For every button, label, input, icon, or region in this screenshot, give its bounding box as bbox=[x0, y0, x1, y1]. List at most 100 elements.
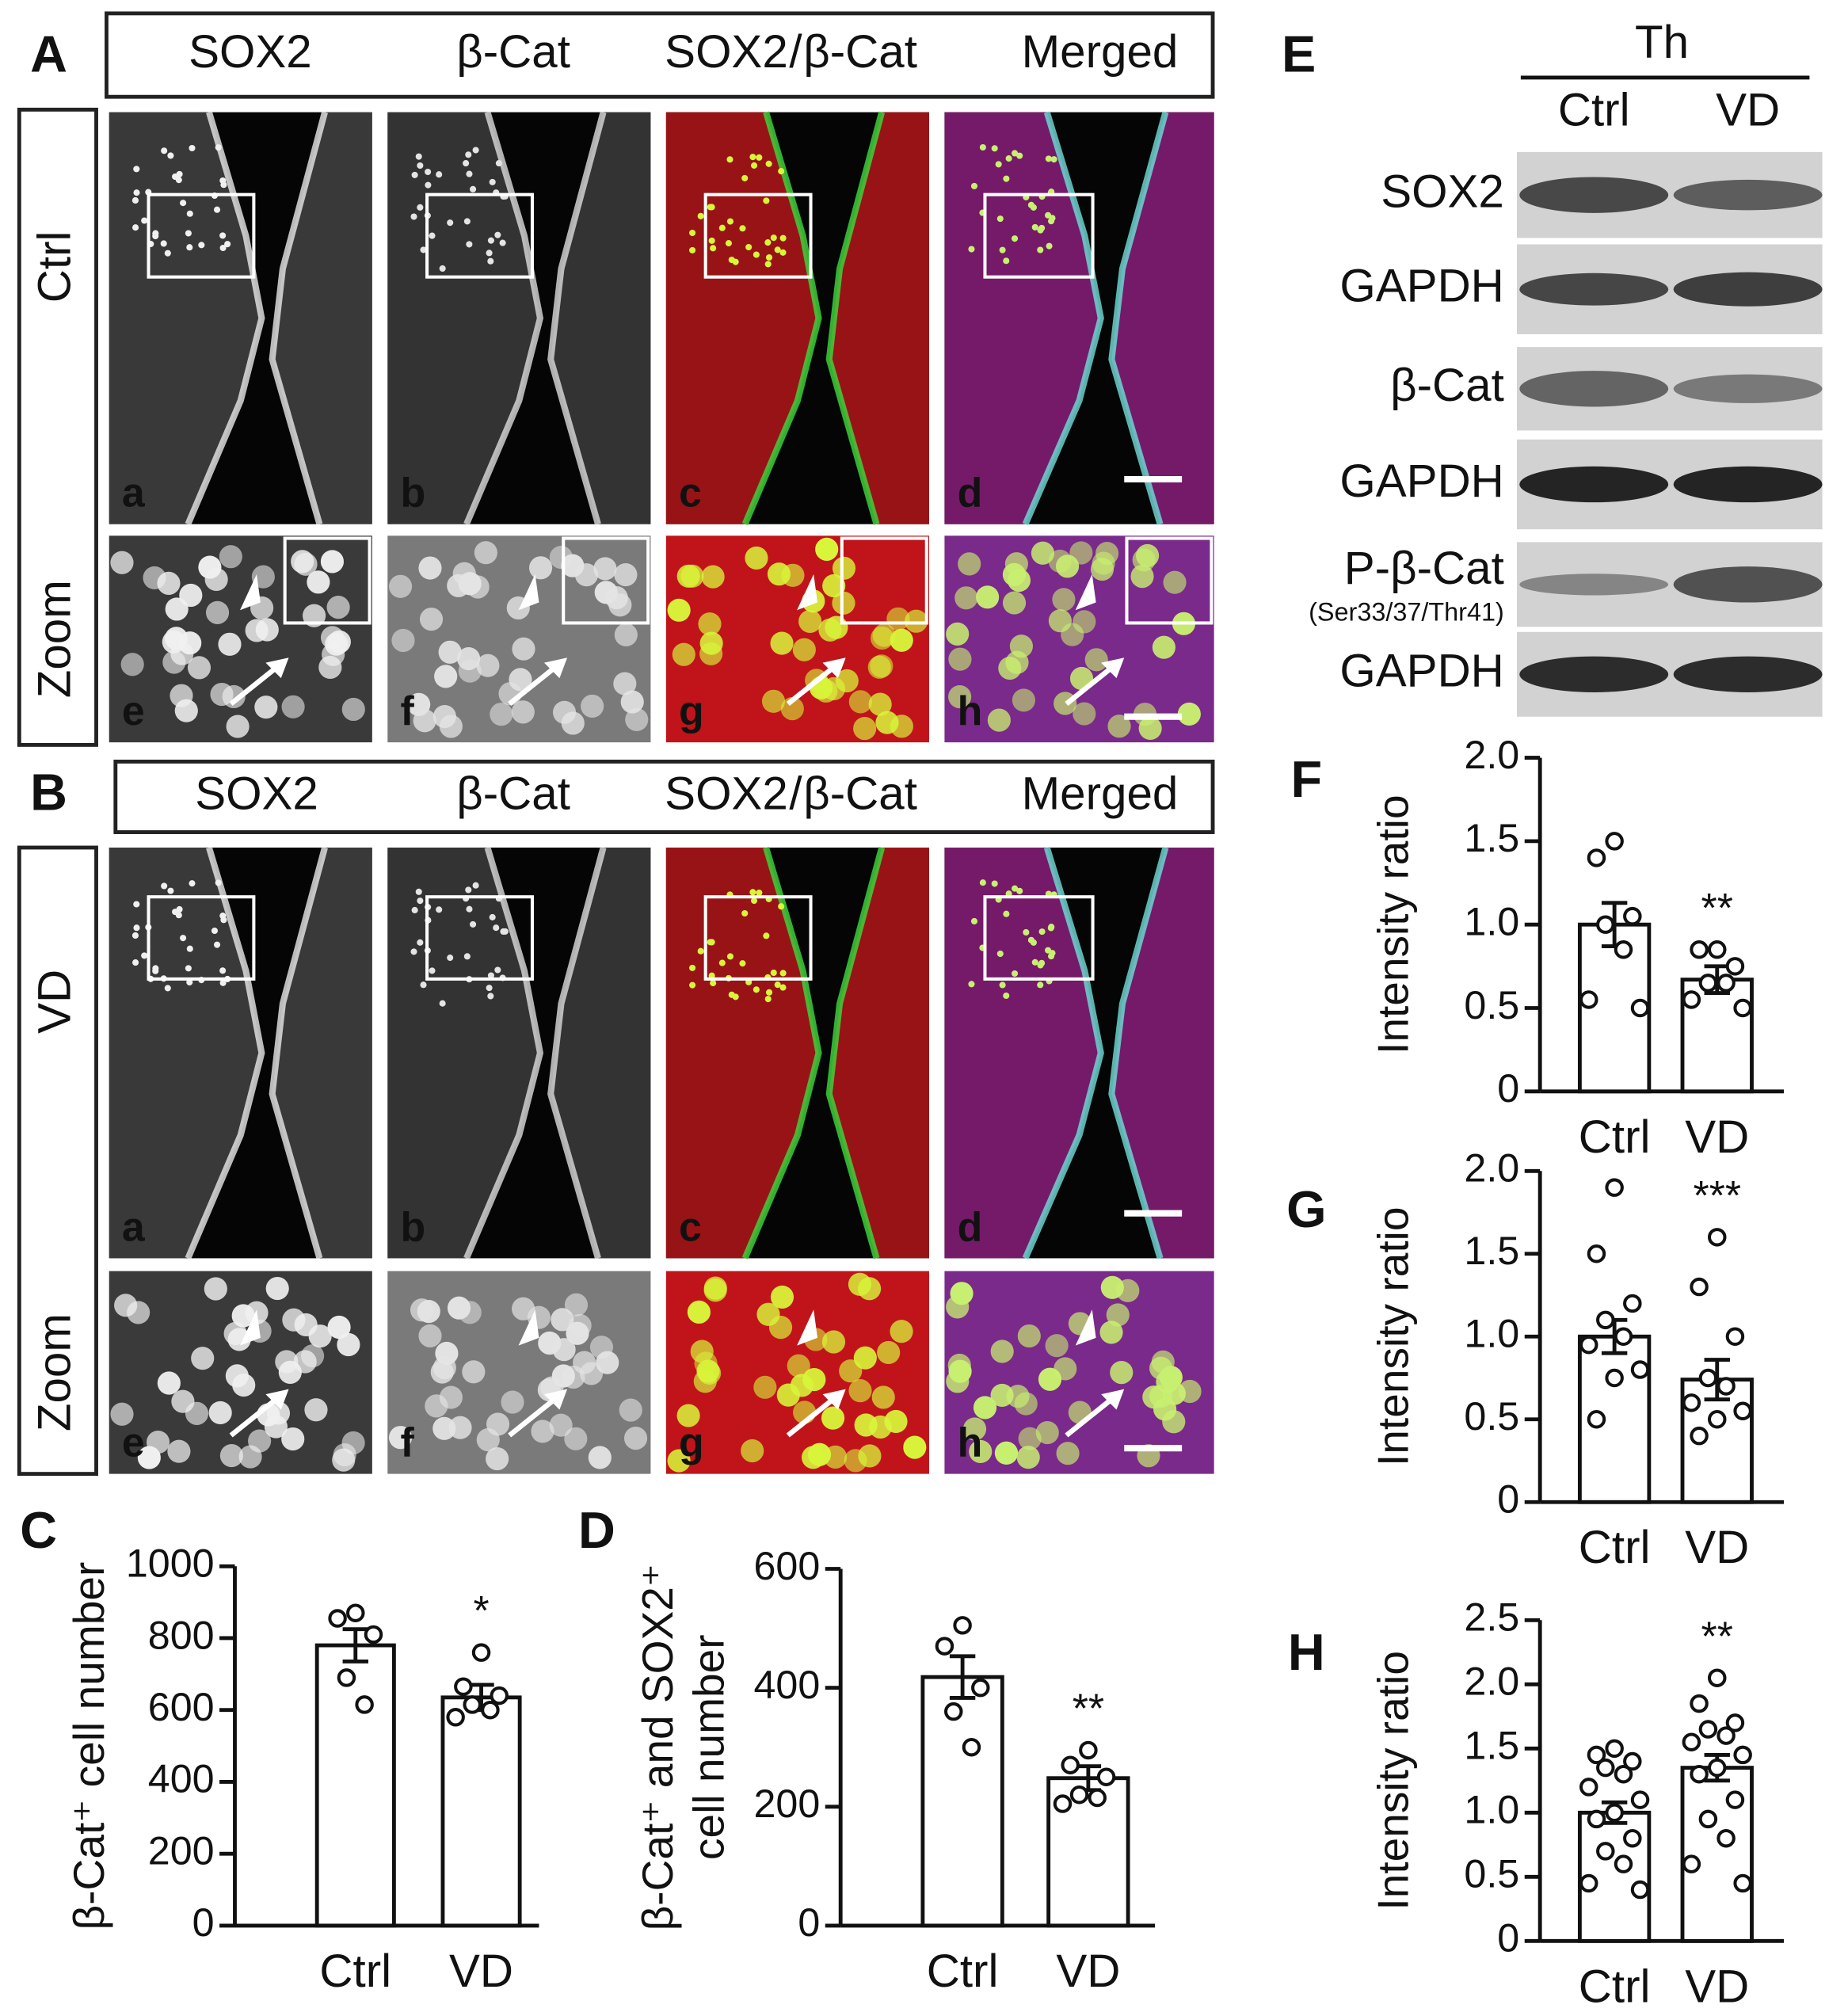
cell bbox=[848, 1379, 872, 1403]
data-point bbox=[1690, 1277, 1709, 1297]
blot-band bbox=[1673, 466, 1823, 503]
cell bbox=[1012, 688, 1035, 712]
y-tick-label: 200 bbox=[148, 1828, 215, 1873]
panel-label: D bbox=[578, 1501, 615, 1559]
cell bbox=[732, 993, 739, 1000]
cell bbox=[753, 251, 760, 258]
cell bbox=[1163, 570, 1187, 594]
cell bbox=[1002, 591, 1027, 615]
cell bbox=[764, 261, 772, 268]
cell bbox=[438, 640, 462, 664]
cell bbox=[839, 1359, 863, 1383]
cell bbox=[848, 690, 872, 714]
cell bbox=[815, 537, 839, 561]
y-axis-label: β-Cat⁺ and SOX2⁺ bbox=[633, 1564, 682, 1930]
cell bbox=[780, 697, 804, 721]
cell bbox=[774, 246, 781, 253]
cell bbox=[447, 1296, 471, 1320]
cell bbox=[890, 1320, 913, 1343]
cell bbox=[186, 945, 193, 952]
cell bbox=[701, 565, 725, 589]
cell bbox=[219, 232, 227, 239]
data-point bbox=[1682, 1732, 1701, 1751]
cell bbox=[265, 1276, 289, 1301]
cell bbox=[417, 939, 424, 946]
data-point bbox=[1630, 1880, 1650, 1900]
data-point bbox=[1707, 1668, 1727, 1687]
cell bbox=[447, 219, 454, 227]
cell bbox=[141, 217, 148, 224]
cell bbox=[1045, 1334, 1069, 1358]
data-point bbox=[1690, 1764, 1709, 1784]
image-letter: g bbox=[679, 688, 704, 734]
cell bbox=[185, 965, 192, 972]
cell bbox=[185, 230, 192, 237]
y-tick-label: 2.0 bbox=[1464, 733, 1519, 777]
inset bbox=[562, 536, 650, 625]
data-point bbox=[490, 1686, 509, 1705]
cell bbox=[327, 1315, 351, 1340]
cell bbox=[494, 966, 501, 974]
significance: *** bbox=[1693, 1172, 1741, 1218]
cell bbox=[466, 905, 473, 913]
cell bbox=[905, 609, 928, 633]
cell bbox=[613, 672, 637, 696]
data-point bbox=[1707, 1228, 1727, 1247]
cell bbox=[687, 1300, 711, 1324]
cell bbox=[781, 563, 805, 587]
cell bbox=[512, 1297, 535, 1320]
cell bbox=[1046, 242, 1053, 250]
cell bbox=[991, 880, 998, 887]
tissue-edge bbox=[269, 111, 328, 525]
cell bbox=[950, 1282, 974, 1305]
cell bbox=[164, 627, 189, 650]
cell bbox=[463, 160, 470, 167]
data-point bbox=[944, 1702, 963, 1721]
row-label: Zoom bbox=[29, 1313, 80, 1431]
blot-band bbox=[1673, 656, 1823, 692]
data-point bbox=[1717, 1726, 1736, 1745]
cell bbox=[710, 245, 717, 252]
cell bbox=[465, 151, 472, 158]
cell bbox=[529, 556, 553, 580]
cell bbox=[619, 1398, 642, 1422]
cell bbox=[208, 1401, 232, 1425]
cell bbox=[999, 981, 1006, 989]
arrowhead bbox=[797, 1309, 818, 1346]
blot-label: SOX2 bbox=[1381, 166, 1504, 218]
cell bbox=[1045, 155, 1052, 162]
cell bbox=[224, 241, 231, 248]
cell bbox=[304, 1398, 328, 1422]
data-point bbox=[1725, 1327, 1745, 1347]
cell bbox=[1132, 548, 1156, 572]
cell bbox=[689, 246, 696, 253]
cell bbox=[588, 1446, 612, 1469]
cell bbox=[161, 882, 168, 890]
cell bbox=[689, 229, 696, 237]
cell bbox=[133, 924, 140, 932]
tissue-edge bbox=[1108, 111, 1169, 525]
cell bbox=[946, 622, 970, 646]
cell bbox=[501, 1390, 524, 1414]
cell bbox=[996, 950, 1004, 958]
cell bbox=[763, 197, 770, 204]
data-point bbox=[1698, 974, 1718, 993]
data-point bbox=[1623, 906, 1642, 926]
cell bbox=[573, 1351, 596, 1374]
cell bbox=[970, 917, 978, 925]
y-tick-label: 0 bbox=[192, 1900, 215, 1945]
cell bbox=[824, 1445, 848, 1469]
cell bbox=[1073, 702, 1096, 726]
cell bbox=[418, 556, 442, 580]
cell bbox=[1011, 970, 1019, 978]
cell bbox=[157, 1371, 181, 1395]
blot-label: P-β-Cat bbox=[1344, 543, 1504, 594]
data-point bbox=[1614, 1854, 1633, 1873]
y-tick-label: 1.0 bbox=[1464, 1312, 1519, 1356]
cell bbox=[180, 935, 187, 942]
cell bbox=[415, 888, 422, 895]
cell bbox=[551, 1308, 574, 1332]
header-label: β-Cat bbox=[456, 26, 570, 78]
y-tick-label: 400 bbox=[148, 1757, 215, 1801]
cell bbox=[1107, 715, 1131, 738]
